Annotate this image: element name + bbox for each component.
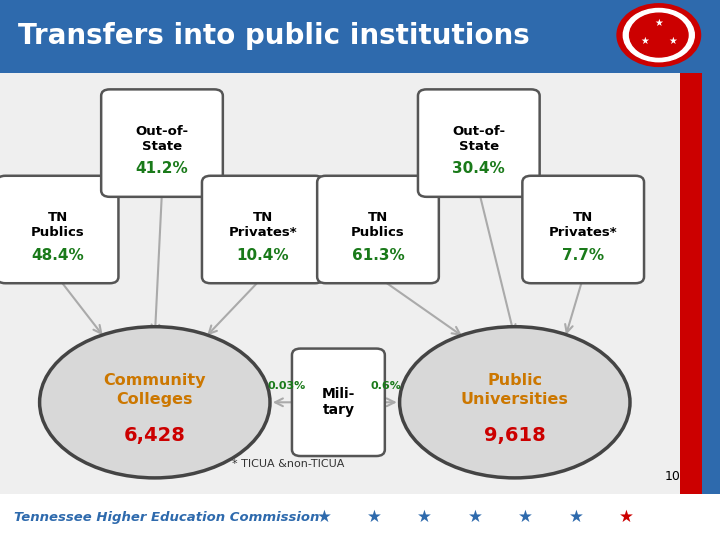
- Text: 48.4%: 48.4%: [31, 247, 84, 262]
- Text: ★: ★: [317, 508, 331, 526]
- Text: 41.2%: 41.2%: [135, 161, 189, 176]
- Text: 7.7%: 7.7%: [562, 247, 604, 262]
- Ellipse shape: [400, 327, 630, 478]
- FancyBboxPatch shape: [0, 0, 720, 73]
- Text: Tennessee Higher Education Commission: Tennessee Higher Education Commission: [14, 510, 320, 524]
- Text: TN
Privates*: TN Privates*: [228, 211, 297, 239]
- Text: ★: ★: [619, 508, 634, 526]
- FancyBboxPatch shape: [292, 349, 384, 456]
- Text: 9,618: 9,618: [484, 426, 546, 445]
- Text: ★: ★: [468, 508, 482, 526]
- Text: ★: ★: [654, 18, 663, 28]
- Text: TN
Publics: TN Publics: [351, 211, 405, 239]
- FancyBboxPatch shape: [0, 176, 118, 283]
- FancyBboxPatch shape: [101, 90, 223, 197]
- Text: Transfers into public institutions: Transfers into public institutions: [18, 23, 530, 50]
- Text: ★: ★: [569, 508, 583, 526]
- FancyBboxPatch shape: [0, 73, 680, 494]
- Text: TN
Privates*: TN Privates*: [549, 211, 618, 239]
- Text: ★: ★: [668, 36, 677, 46]
- FancyBboxPatch shape: [202, 176, 324, 283]
- Circle shape: [624, 9, 694, 62]
- Ellipse shape: [40, 327, 270, 478]
- Text: 0.03%: 0.03%: [268, 381, 306, 391]
- Text: * TICUA &non-TICUA: * TICUA &non-TICUA: [232, 460, 344, 469]
- Text: 61.3%: 61.3%: [351, 247, 405, 262]
- FancyBboxPatch shape: [0, 494, 720, 540]
- Text: 0.6%: 0.6%: [371, 381, 402, 391]
- Text: Community
Colleges: Community Colleges: [104, 373, 206, 407]
- Text: ★: ★: [418, 508, 432, 526]
- FancyBboxPatch shape: [318, 176, 439, 283]
- Text: TN
Publics: TN Publics: [31, 211, 84, 239]
- Text: ★: ★: [367, 508, 382, 526]
- Text: Public
Universities: Public Universities: [461, 373, 569, 407]
- Text: 6,428: 6,428: [124, 426, 186, 445]
- FancyBboxPatch shape: [702, 73, 720, 494]
- Text: Mili-
tary: Mili- tary: [322, 387, 355, 417]
- Text: Out-of-
State: Out-of- State: [452, 125, 505, 153]
- Circle shape: [617, 4, 701, 66]
- FancyBboxPatch shape: [418, 90, 540, 197]
- FancyBboxPatch shape: [523, 176, 644, 283]
- Text: ★: ★: [641, 36, 649, 46]
- FancyBboxPatch shape: [680, 73, 702, 494]
- Text: ★: ★: [518, 508, 533, 526]
- Text: 30.4%: 30.4%: [452, 161, 505, 176]
- Circle shape: [629, 13, 688, 57]
- Text: 10.4%: 10.4%: [236, 247, 289, 262]
- Text: Out-of-
State: Out-of- State: [135, 125, 189, 153]
- Text: 10: 10: [665, 470, 680, 483]
